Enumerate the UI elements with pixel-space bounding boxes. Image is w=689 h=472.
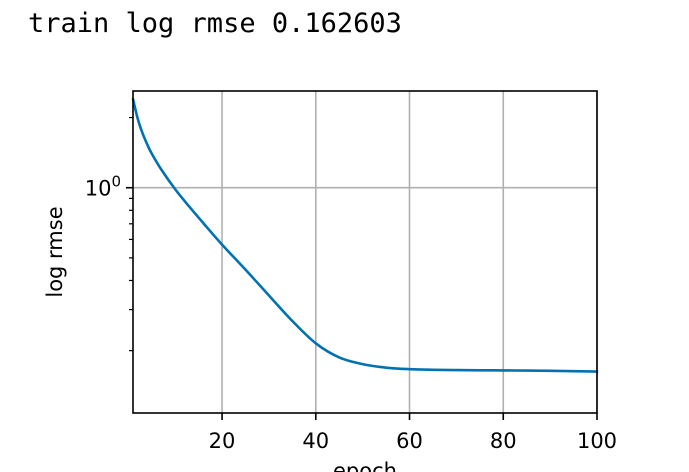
x-axis-label: epoch <box>333 459 397 472</box>
training-log-output: train log rmse 0.162603 <box>28 8 402 39</box>
plot-frame <box>132 90 598 414</box>
x-tick-label: 80 <box>490 429 517 453</box>
y-axis-label: log rmse <box>43 206 67 297</box>
series-line-train <box>131 97 599 373</box>
x-tick-label: 20 <box>209 429 236 453</box>
x-tick-label: 100 <box>577 429 617 453</box>
x-tick-label: 40 <box>302 429 329 453</box>
series-layer <box>131 97 599 373</box>
x-tick-label: 60 <box>396 429 423 453</box>
y-tick-label: 100 <box>85 173 121 201</box>
tick-layer: 20 40 60 80 100 100 <box>85 116 617 453</box>
